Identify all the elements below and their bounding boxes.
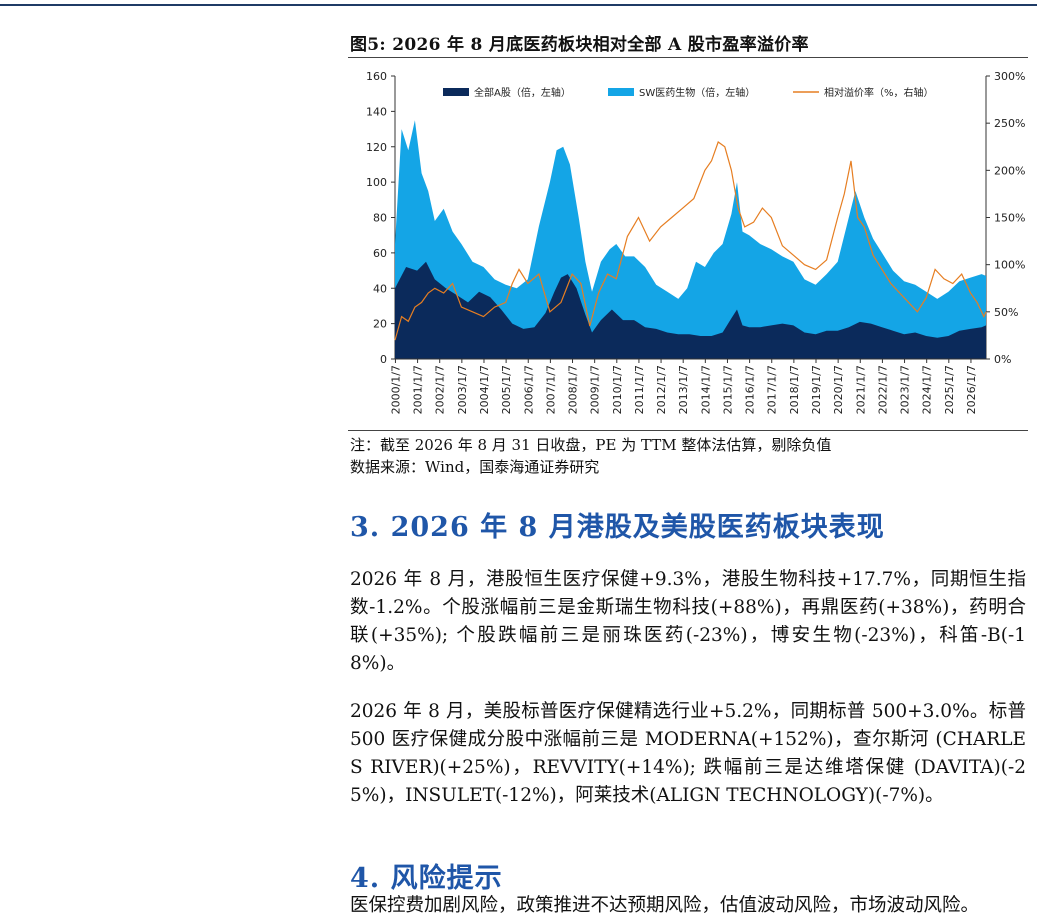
- plot-line: [394, 141, 987, 341]
- right-tick-label: 250%: [994, 117, 1025, 130]
- x-tick-label: 2019/1/7: [810, 365, 823, 414]
- page-top-rule: [0, 4, 1037, 6]
- left-tick-label: 160: [366, 70, 387, 83]
- figure-note: 注：截至 2026 年 8 月 31 日收盘，PE 为 TTM 整体法估算，剔除…: [350, 436, 832, 454]
- left-tick-label: 40: [373, 282, 387, 295]
- x-tick-label: 2009/1/7: [589, 365, 602, 414]
- right-tick-label: 100%: [994, 259, 1025, 272]
- left-tick-label: 0: [380, 353, 387, 366]
- series-area-sw-pharma: [395, 120, 986, 359]
- x-tick-label: 2017/1/7: [766, 365, 779, 414]
- x-tick-label: 2022/1/7: [876, 365, 889, 414]
- x-tick-label: 2002/1/7: [434, 365, 447, 414]
- x-tick-label: 2005/1/7: [500, 365, 513, 414]
- x-tick-label: 2000/1/7: [389, 365, 402, 414]
- x-tick-label: 2010/1/7: [611, 365, 624, 414]
- x-tick-label: 2025/1/7: [943, 365, 956, 414]
- x-tick-label: 2006/1/7: [522, 365, 535, 414]
- left-tick-label: 120: [366, 141, 387, 154]
- left-tick-label: 140: [366, 105, 387, 118]
- pe-premium-chart: 0 20 40 60 80 100 120 140 160 0% 50% 100% 150% 200% 2…: [366, 70, 1025, 414]
- legend-label: 相对溢价率（%，右轴）: [824, 86, 934, 99]
- x-tick-label: 2003/1/7: [456, 365, 469, 414]
- section-heading-4: 4. 风险提示: [350, 863, 503, 894]
- left-tick-label: 60: [373, 247, 387, 260]
- right-axis: 0% 50% 100% 150% 200% 250% 300%: [985, 70, 1025, 366]
- paragraph-us-market: 2026 年 8 月，美股标普医疗保健精选行业+5.2%，同期标普 500+3.…: [350, 701, 1026, 806]
- right-tick-label: 150%: [994, 212, 1025, 225]
- legend-label: SW医药生物（倍，左轴）: [639, 86, 755, 99]
- left-tick-label: 80: [373, 212, 387, 225]
- x-tick-label: 2012/1/7: [655, 365, 668, 414]
- legend-swatch: [443, 88, 469, 96]
- right-tick-label: 300%: [994, 70, 1025, 83]
- left-tick-label: 100: [366, 176, 387, 189]
- x-tick-label: 2026/1/7: [965, 365, 978, 414]
- legend-swatch: [608, 88, 634, 96]
- chart-bottom-rule: [348, 430, 1028, 431]
- x-tick-label: 2007/1/7: [544, 365, 557, 414]
- x-tick-label: 2004/1/7: [478, 365, 491, 414]
- left-tick-label: 20: [373, 318, 387, 331]
- figure-title: 图5: 2026 年 8 月底医药板块相对全部 A 股市盈率溢价率: [350, 35, 809, 55]
- x-tick-label: 2011/1/7: [633, 365, 646, 414]
- series-line-premium: [394, 141, 987, 341]
- right-tick-label: 0%: [994, 353, 1011, 366]
- right-tick-label: 50%: [994, 306, 1018, 319]
- series-area-all-a-shares: [395, 261, 986, 359]
- chart-legend: 全部A股（倍，左轴） SW医药生物（倍，左轴） 相对溢价率（%，右轴）: [443, 86, 934, 99]
- figure-title-rule: [348, 57, 1028, 58]
- x-tick-label: 2023/1/7: [899, 365, 912, 414]
- paragraph-risks: 医保控费加剧风险，政策推进不达预期风险，估值波动风险，市场波动风险。: [350, 895, 980, 916]
- x-tick-label: 2014/1/7: [699, 365, 712, 414]
- x-tick-label: 2008/1/7: [567, 365, 580, 414]
- x-tick-label: 2001/1/7: [412, 365, 425, 414]
- section-heading-3: 3. 2026 年 8 月港股及美股医药板块表现: [350, 512, 885, 543]
- x-tick-label: 2016/1/7: [744, 365, 757, 414]
- left-axis: 0 20 40 60 80 100 120 140 160: [366, 70, 396, 366]
- x-tick-label: 2020/1/7: [832, 365, 845, 414]
- paragraph-hk-market: 2026 年 8 月，港股恒生医疗保健+9.3%，港股生物科技+17.7%，同期…: [350, 569, 1026, 674]
- figure-source: 数据来源：Wind，国泰海通证券研究: [350, 458, 600, 476]
- x-tick-label: 2024/1/7: [921, 365, 934, 414]
- plot-areas: [395, 120, 986, 359]
- x-axis: 2000/1/7 2001/1/7 2002/1/7 2003/1/7 2004/1/7…: [389, 358, 986, 414]
- x-tick-label: 2015/1/7: [721, 365, 734, 414]
- x-tick-label: 2021/1/7: [854, 365, 867, 414]
- right-tick-label: 200%: [994, 164, 1025, 177]
- x-tick-label: 2018/1/7: [788, 365, 801, 414]
- legend-label: 全部A股（倍，左轴）: [474, 86, 571, 99]
- chart-container: 0 20 40 60 80 100 120 140 160 0% 50% 100% 150% 200% 2…: [348, 60, 1030, 430]
- x-tick-label: 2013/1/7: [677, 365, 690, 414]
